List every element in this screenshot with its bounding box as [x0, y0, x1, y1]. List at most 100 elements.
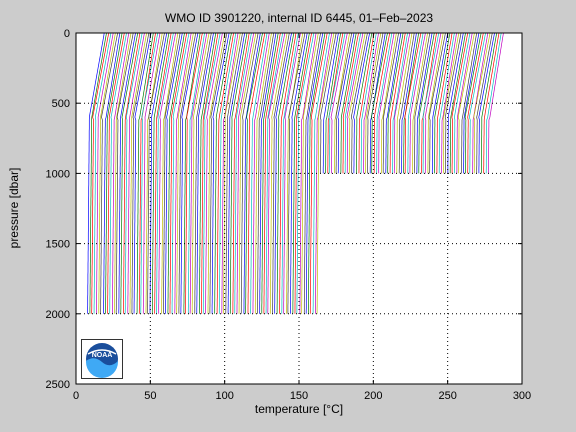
profile-line — [305, 32, 324, 314]
profile-line — [451, 32, 469, 174]
profile-line — [485, 32, 502, 174]
profile-line — [431, 32, 449, 174]
profile-line — [286, 32, 304, 314]
y-tick-label: 2000 — [46, 309, 70, 321]
profile-line — [418, 32, 435, 174]
profile-line — [167, 32, 185, 314]
profile-line — [407, 32, 424, 174]
noaa-logo-icon: NOAA — [81, 339, 123, 379]
profile-line — [207, 32, 226, 314]
profile-line — [330, 32, 348, 174]
profile-line — [247, 32, 266, 314]
profile-line — [149, 32, 168, 314]
x-tick-label: 200 — [364, 390, 382, 402]
profile-line — [272, 32, 290, 314]
profile-line — [250, 32, 268, 314]
profile-line — [398, 32, 415, 174]
profile-line — [382, 32, 399, 174]
profile-line — [252, 32, 270, 314]
profile-line — [378, 32, 395, 174]
profile-line — [389, 32, 406, 174]
profile-line — [211, 32, 230, 314]
x-tick-label: 300 — [513, 390, 531, 402]
y-tick-label: 1000 — [46, 168, 70, 180]
profile-line — [422, 32, 440, 174]
profile-line — [133, 32, 152, 314]
profile-line — [240, 32, 259, 314]
profile-line — [261, 32, 279, 314]
profile-line — [180, 32, 199, 314]
profile-line — [274, 32, 292, 314]
profile-line — [467, 32, 484, 174]
profile-line — [263, 32, 281, 314]
profile-line — [427, 32, 444, 174]
profile-line — [115, 32, 134, 314]
profile-line — [161, 32, 179, 314]
y-tick-label: 500 — [52, 98, 70, 110]
profile-line — [414, 32, 431, 174]
profile-line — [301, 32, 319, 314]
profile-line — [205, 32, 223, 314]
profile-line — [243, 32, 261, 314]
profile-line — [154, 32, 172, 314]
profile-line — [112, 32, 130, 314]
profile-line — [127, 32, 145, 314]
profile-line — [478, 32, 495, 174]
profile-line — [401, 32, 417, 174]
profile-line — [100, 32, 118, 314]
profile-line — [307, 32, 326, 314]
profiles — [87, 32, 504, 314]
profile-line — [232, 32, 250, 314]
profile-line — [387, 32, 404, 174]
profile-line — [444, 32, 462, 174]
profile-line — [287, 32, 306, 314]
profile-line — [267, 32, 286, 314]
profile-line — [412, 32, 428, 174]
profile-line — [189, 32, 208, 314]
profile-line — [269, 32, 288, 314]
profile-line — [385, 32, 402, 174]
profile-line — [185, 32, 203, 314]
profile-line — [276, 32, 295, 314]
profile-line — [156, 32, 174, 314]
profile-line — [358, 32, 375, 174]
profile-line — [350, 32, 368, 174]
profile-line — [367, 32, 384, 174]
x-tick-label: 50 — [144, 390, 156, 402]
profile-line — [403, 32, 420, 174]
x-tick-label: 0 — [73, 390, 79, 402]
y-tick-label: 2500 — [46, 379, 70, 391]
profile-line — [290, 32, 308, 314]
profile-line — [281, 32, 299, 314]
profile-line — [342, 32, 359, 174]
profile-line — [114, 32, 132, 314]
profile-line — [442, 32, 460, 174]
profile-line — [370, 32, 388, 174]
profile-line — [214, 32, 232, 314]
profile-line — [89, 32, 107, 314]
profile-line — [303, 32, 321, 314]
profile-line — [319, 32, 337, 174]
logo-text: NOAA — [92, 352, 113, 359]
profile-line — [344, 32, 362, 174]
profile-line — [225, 32, 243, 314]
profile-line — [325, 32, 341, 174]
profile-line — [196, 32, 214, 314]
profile-line — [434, 32, 451, 174]
profile-line — [145, 32, 163, 314]
profile-line — [129, 32, 147, 314]
profile-line — [131, 32, 150, 314]
profile-line — [346, 32, 364, 174]
profile-line — [227, 32, 246, 314]
profile-line — [187, 32, 205, 314]
profile-line — [201, 32, 219, 314]
profile-line — [257, 32, 275, 314]
profile-line — [165, 32, 183, 314]
profile-line — [136, 32, 154, 314]
profile-line — [456, 32, 473, 174]
profile-line — [96, 32, 114, 314]
profile-line — [356, 32, 373, 174]
profile-line — [236, 32, 255, 314]
